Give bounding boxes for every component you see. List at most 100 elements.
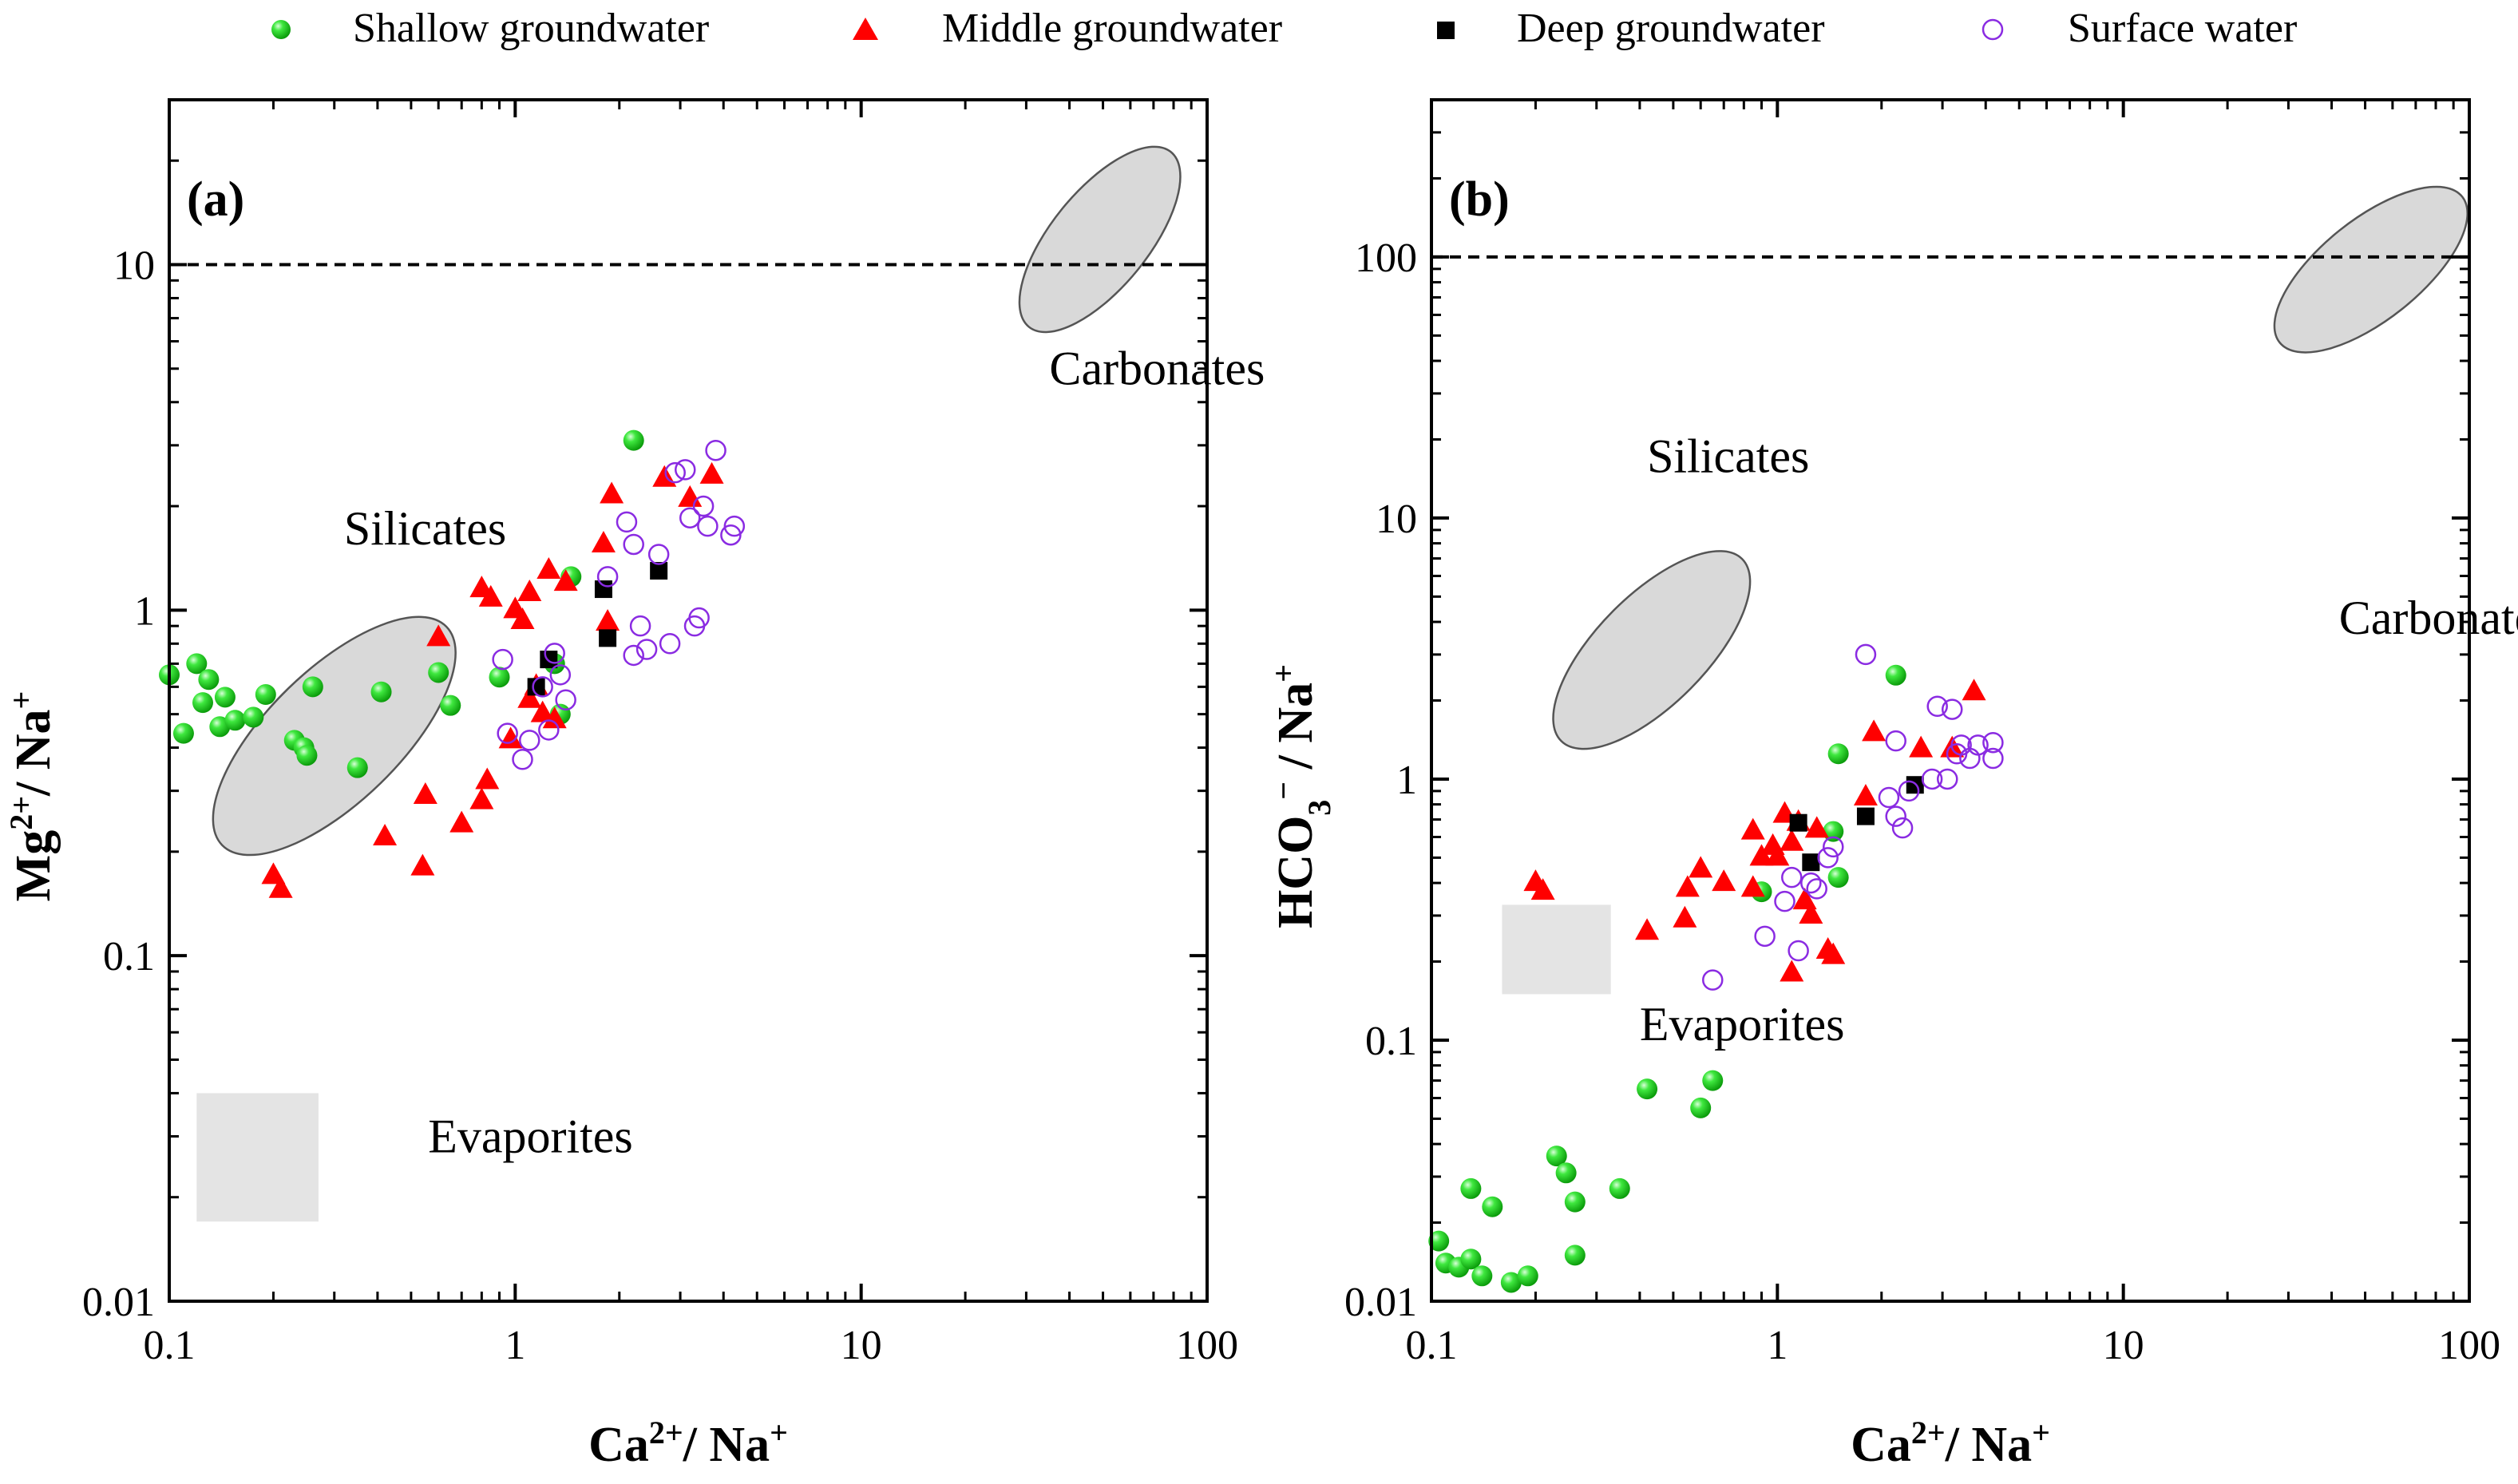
data-point-deep xyxy=(1789,813,1807,832)
x-label-part: / Na xyxy=(1945,1418,2033,1472)
data-point-middle xyxy=(536,557,561,580)
data-point-middle xyxy=(1530,878,1555,900)
legend-marker-square xyxy=(1437,22,1455,39)
data-point-middle xyxy=(1799,901,1823,924)
data-point-surface xyxy=(1781,866,1803,888)
legend-marker-triangle xyxy=(853,18,878,40)
data-point-surface xyxy=(1817,847,1839,869)
data-point-middle xyxy=(1862,719,1887,742)
data-point-surface xyxy=(1788,940,1809,962)
x-label-part: 2+ xyxy=(649,1415,683,1450)
panel-b: Carbonates Silicates Evaporites 0.1 1 10 100 0.… xyxy=(1265,98,2518,1472)
x-tick-label: 0.1 xyxy=(144,1323,196,1368)
evaporites-region xyxy=(1502,904,1611,995)
data-point-surface xyxy=(697,515,719,537)
data-point-surface xyxy=(1754,925,1776,948)
data-point-surface xyxy=(1806,878,1827,900)
panel-label: (b) xyxy=(1449,172,1510,227)
y-label-part: + xyxy=(1265,664,1301,683)
data-point-middle xyxy=(1853,784,1878,806)
x-tick-label: 100 xyxy=(2438,1323,2500,1368)
data-point-surface xyxy=(1702,969,1724,991)
data-point-middle xyxy=(1675,875,1700,897)
data-point-surface xyxy=(497,722,518,744)
data-point-surface xyxy=(675,459,696,481)
evaporites-label: Evaporites xyxy=(428,1110,633,1162)
data-point-middle xyxy=(1635,918,1660,940)
y-tick-label: 1 xyxy=(1396,758,1417,803)
x-axis-label: Ca2+/ Na+ xyxy=(588,1415,788,1473)
y-tick-label: 10 xyxy=(113,243,155,289)
data-point-middle xyxy=(268,876,293,898)
data-point-surface xyxy=(723,515,746,537)
x-tick-label: 10 xyxy=(2103,1323,2144,1368)
data-point-middle xyxy=(1780,829,1804,851)
data-point-middle xyxy=(1740,875,1765,897)
data-point-shallow xyxy=(1690,1097,1712,1118)
y-tick-label: 0.01 xyxy=(82,1280,155,1325)
x-tick-label: 1 xyxy=(1767,1323,1788,1368)
legend-label-shallow: Shallow groundwater xyxy=(353,6,709,51)
panel-a: Carbonates Silicates Evaporites 0.1 1 10 100 0.… xyxy=(3,98,1265,1473)
data-point-surface xyxy=(544,643,565,664)
data-point-shallow xyxy=(489,667,510,688)
data-point-shallow xyxy=(198,669,220,691)
data-point-shallow xyxy=(428,662,449,683)
data-point-middle xyxy=(498,726,523,749)
x-tick-label: 10 xyxy=(841,1323,882,1368)
data-point-middle xyxy=(1804,816,1829,838)
data-point-surface xyxy=(629,615,651,637)
legend-item-shallow: Shallow groundwater xyxy=(271,6,709,51)
y-tick-label: 0.1 xyxy=(103,934,155,979)
data-point-middle xyxy=(596,609,620,631)
data-point-surface xyxy=(492,648,513,671)
evaporites-label: Evaporites xyxy=(1640,998,1845,1051)
x-tick-label: 0.1 xyxy=(1406,1323,1458,1368)
data-point-surface xyxy=(1855,643,1877,666)
data-point-shallow xyxy=(1500,1272,1522,1293)
legend-marker-sphere xyxy=(271,20,291,39)
x-label-part: 2+ xyxy=(1911,1415,1946,1450)
data-point-middle xyxy=(1740,817,1765,840)
x-tick-label: 100 xyxy=(1176,1323,1238,1368)
data-point-surface xyxy=(555,689,576,710)
data-point-shallow xyxy=(186,653,208,675)
data-point-middle xyxy=(530,700,555,722)
data-point-deep xyxy=(599,629,617,647)
data-point-surface xyxy=(1926,695,1948,718)
data-point-middle xyxy=(1962,679,1986,701)
y-label-part: 3 xyxy=(1301,800,1337,816)
data-point-shallow xyxy=(296,745,318,766)
data-point-surface xyxy=(720,524,742,546)
silicates-label: Silicates xyxy=(1647,429,1809,482)
data-point-middle xyxy=(1821,942,1846,964)
data-point-deep xyxy=(527,678,545,696)
data-point-deep xyxy=(540,651,558,669)
data-point-middle xyxy=(410,853,435,876)
data-point-surface xyxy=(1982,731,2004,754)
data-point-shallow xyxy=(192,692,213,714)
data-point-surface xyxy=(1967,734,1989,756)
x-label-part: Ca xyxy=(1851,1418,1911,1472)
data-point-shallow xyxy=(1827,743,1849,765)
data-point-surface xyxy=(623,644,644,667)
data-point-shallow xyxy=(172,722,194,744)
data-point-shallow xyxy=(1471,1265,1493,1287)
data-point-middle xyxy=(373,823,398,845)
y-label-part: / Na xyxy=(6,709,61,797)
series-surface xyxy=(1702,643,2004,991)
y-label-part: 2+ xyxy=(3,796,39,830)
y-tick-label: 10 xyxy=(1376,497,1417,542)
data-point-shallow xyxy=(1546,1146,1567,1167)
data-point-middle xyxy=(652,465,677,487)
data-point-surface xyxy=(635,639,658,660)
data-point-surface xyxy=(659,633,681,655)
evaporites-region xyxy=(196,1093,319,1222)
data-point-shallow xyxy=(346,757,368,778)
carbonates-region xyxy=(2273,185,2469,354)
data-point-shallow xyxy=(1428,1230,1450,1252)
silicates-region xyxy=(212,615,457,857)
data-point-surface xyxy=(1982,747,2004,770)
carbonates-label: Carbonates xyxy=(2339,592,2518,644)
